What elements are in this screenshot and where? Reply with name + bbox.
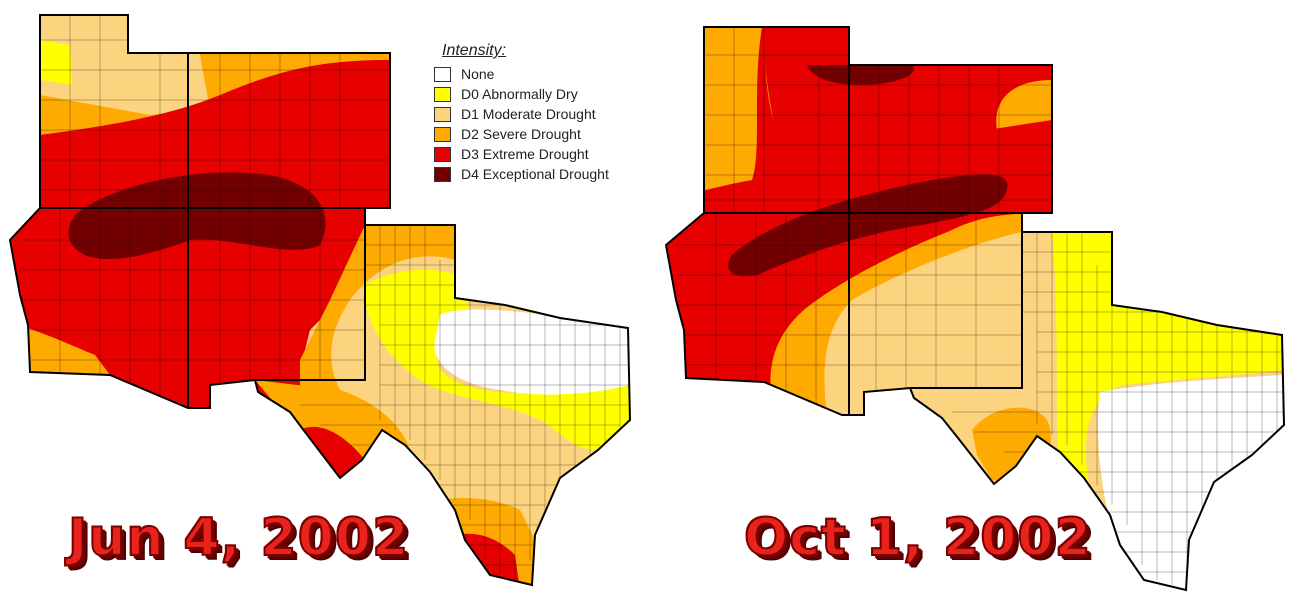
legend-label: D1 Moderate Drought [461,106,596,122]
swatch-none [434,66,451,82]
drought-map-oct: Oct 1, 2002 [652,0,1304,609]
drought-legend: Intensity: None D0 Abnormally Dry D1 Mod… [434,42,654,184]
legend-item-d4: D4 Exceptional Drought [434,164,654,184]
map-date-label: Jun 4, 2002 [67,507,410,569]
legend-title: Intensity: [442,42,507,59]
legend-item-none: None [434,64,654,84]
swatch-d2 [434,126,451,142]
legend-item-d3: D3 Extreme Drought [434,144,654,164]
drought-map-jun: Intensity: None D0 Abnormally Dry D1 Mod… [8,14,654,587]
legend-item-d2: D2 Severe Drought [434,124,654,144]
legend-item-d0: D0 Abnormally Dry [434,84,654,104]
legend-label: None [461,66,495,82]
legend-label: D2 Severe Drought [461,126,581,142]
swatch-d0 [434,86,451,102]
legend-item-d1: D1 Moderate Drought [434,104,654,124]
legend-label: D4 Exceptional Drought [461,166,609,182]
legend-label: D0 Abnormally Dry [461,86,578,102]
drought-map-jun-svg [8,14,632,587]
swatch-d1 [434,106,451,122]
drought-map-oct-svg [664,26,1286,592]
legend-label: D3 Extreme Drought [461,146,589,162]
map-date-label: Oct 1, 2002 [743,507,1092,569]
swatch-d4 [434,166,451,182]
swatch-d3 [434,146,451,162]
